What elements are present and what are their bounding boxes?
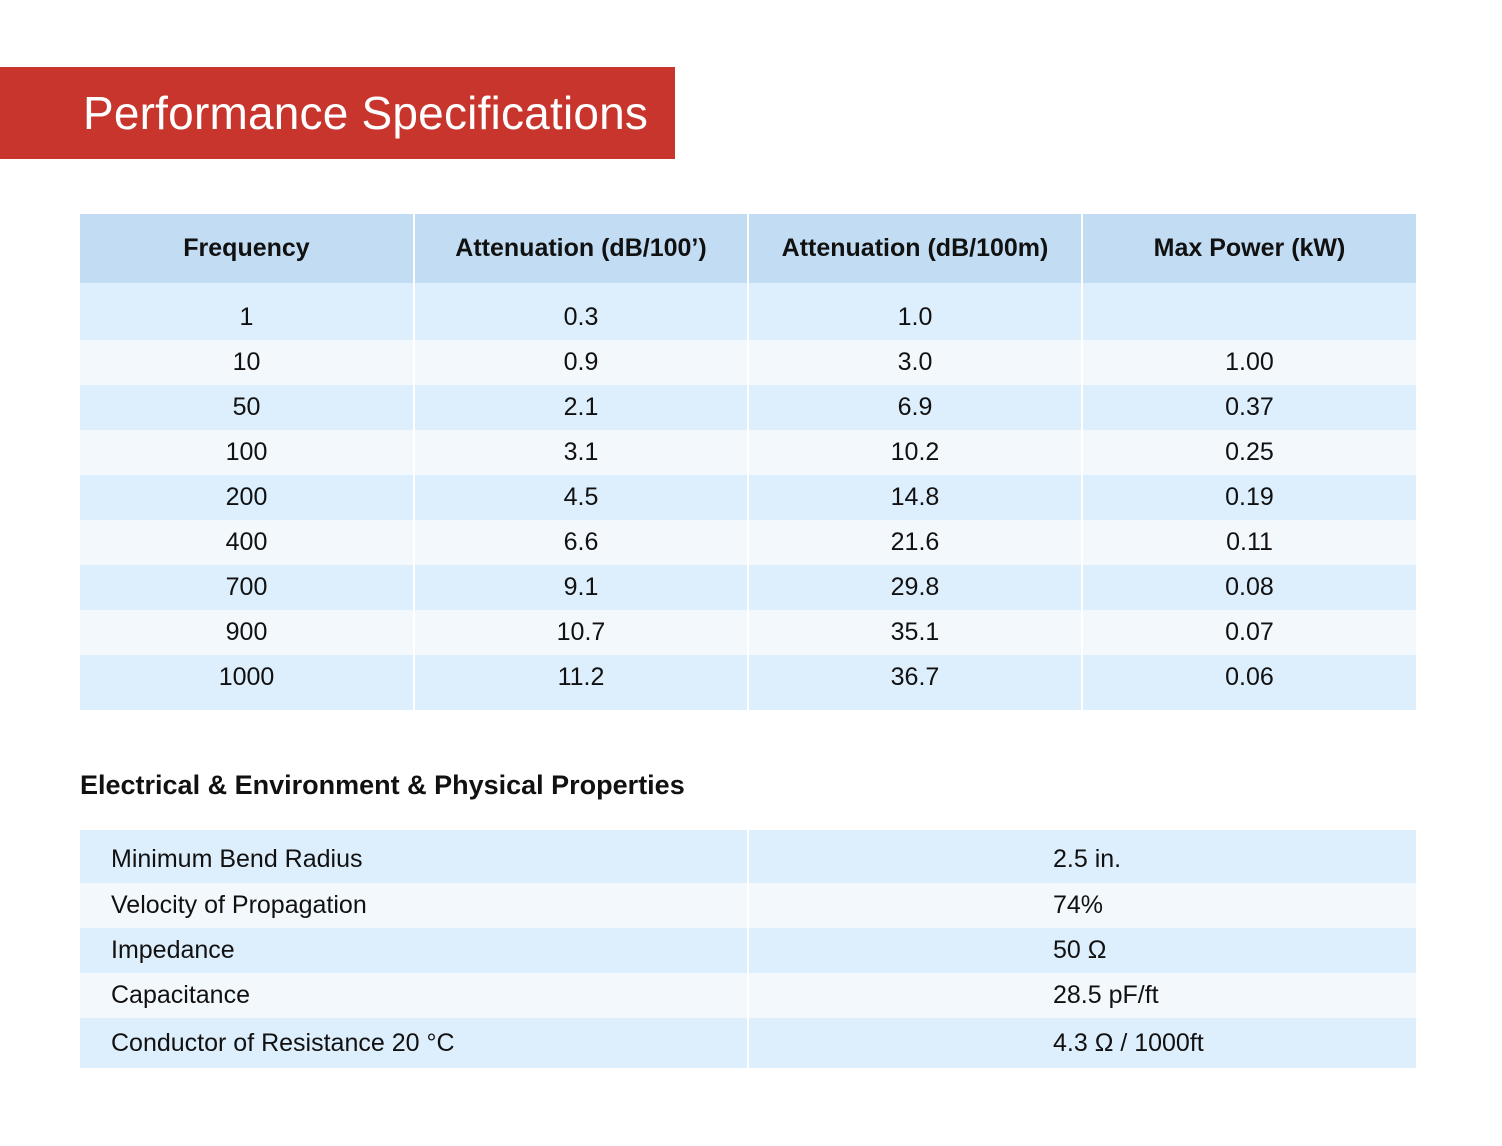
frequency-cell: 900 [80, 610, 414, 655]
frequency-cell: 10 [80, 340, 414, 385]
property-name: Impedance [80, 928, 748, 973]
property-value: 2.5 in. [747, 830, 1416, 883]
attenuation-m-cell: 6.9 [747, 385, 1082, 430]
attenuation-m-cell: 14.8 [747, 475, 1082, 520]
attenuation-ft-cell: 6.6 [413, 520, 748, 565]
table-row: 50 2.1 6.9 0.37 [80, 385, 1416, 430]
property-row: Velocity of Propagation 74% [80, 883, 1416, 928]
attenuation-m-cell: 36.7 [747, 655, 1082, 710]
table-row: 700 9.1 29.8 0.08 [80, 565, 1416, 610]
property-row: Minimum Bend Radius 2.5 in. [80, 830, 1416, 883]
table-row: 200 4.5 14.8 0.19 [80, 475, 1416, 520]
property-name: Conductor of Resistance 20 °C [80, 1018, 748, 1068]
property-name: Minimum Bend Radius [80, 830, 748, 883]
frequency-cell: 1 [80, 283, 414, 340]
max-power-cell: 0.07 [1081, 610, 1416, 655]
property-value: 4.3 Ω / 1000ft [747, 1018, 1416, 1068]
column-header-max-power: Max Power (kW) [1081, 214, 1416, 283]
table-row: 1 0.3 1.0 [80, 283, 1416, 340]
column-header-frequency: Frequency [80, 214, 414, 283]
max-power-cell: 1.00 [1081, 340, 1416, 385]
property-value: 28.5 pF/ft [747, 973, 1416, 1018]
table-row: 100 3.1 10.2 0.25 [80, 430, 1416, 475]
property-row: Conductor of Resistance 20 °C 4.3 Ω / 10… [80, 1018, 1416, 1068]
column-header-attenuation-ft: Attenuation (dB/100’) [413, 214, 748, 283]
max-power-cell: 0.25 [1081, 430, 1416, 475]
column-header-attenuation-m: Attenuation (dB/100m) [747, 214, 1082, 283]
frequency-cell: 700 [80, 565, 414, 610]
properties-table: Minimum Bend Radius 2.5 in. Velocity of … [80, 830, 1416, 1068]
table-row: 1000 11.2 36.7 0.06 [80, 655, 1416, 710]
attenuation-m-cell: 35.1 [747, 610, 1082, 655]
title-banner: Performance Specifications [0, 67, 675, 159]
property-row: Capacitance 28.5 pF/ft [80, 973, 1416, 1018]
max-power-cell: 0.37 [1081, 385, 1416, 430]
attenuation-ft-cell: 0.9 [413, 340, 748, 385]
frequency-cell: 400 [80, 520, 414, 565]
attenuation-m-cell: 21.6 [747, 520, 1082, 565]
frequency-cell: 100 [80, 430, 414, 475]
attenuation-ft-cell: 9.1 [413, 565, 748, 610]
table-header-row: Frequency Attenuation (dB/100’) Attenuat… [80, 214, 1416, 283]
page-title: Performance Specifications [83, 87, 649, 139]
attenuation-m-cell: 1.0 [747, 283, 1082, 340]
max-power-cell: 0.19 [1081, 475, 1416, 520]
frequency-cell: 50 [80, 385, 414, 430]
frequency-cell: 200 [80, 475, 414, 520]
attenuation-ft-cell: 2.1 [413, 385, 748, 430]
attenuation-ft-cell: 4.5 [413, 475, 748, 520]
attenuation-ft-cell: 10.7 [413, 610, 748, 655]
max-power-cell: 0.08 [1081, 565, 1416, 610]
max-power-cell: 0.11 [1081, 520, 1416, 565]
attenuation-ft-cell: 3.1 [413, 430, 748, 475]
attenuation-m-cell: 10.2 [747, 430, 1082, 475]
performance-table: Frequency Attenuation (dB/100’) Attenuat… [80, 214, 1416, 710]
attenuation-m-cell: 29.8 [747, 565, 1082, 610]
property-row: Impedance 50 Ω [80, 928, 1416, 973]
property-name: Velocity of Propagation [80, 883, 748, 928]
frequency-cell: 1000 [80, 655, 414, 710]
property-value: 50 Ω [747, 928, 1416, 973]
attenuation-ft-cell: 11.2 [413, 655, 748, 710]
attenuation-m-cell: 3.0 [747, 340, 1082, 385]
table-row: 400 6.6 21.6 0.11 [80, 520, 1416, 565]
table-row: 10 0.9 3.0 1.00 [80, 340, 1416, 385]
properties-heading: Electrical & Environment & Physical Prop… [80, 770, 685, 800]
table-row: 900 10.7 35.1 0.07 [80, 610, 1416, 655]
max-power-cell: 0.06 [1081, 655, 1416, 710]
attenuation-ft-cell: 0.3 [413, 283, 748, 340]
property-value: 74% [747, 883, 1416, 928]
property-name: Capacitance [80, 973, 748, 1018]
max-power-cell [1081, 283, 1416, 340]
